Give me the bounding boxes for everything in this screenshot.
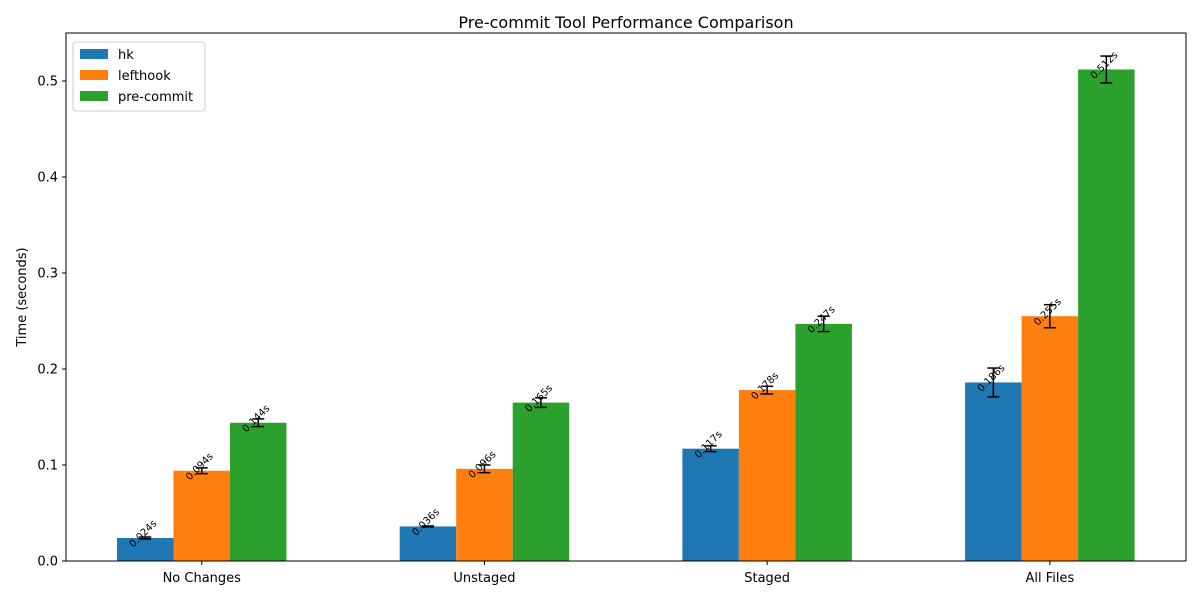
y-tick-label-3: 0.3	[37, 267, 58, 282]
x-tick-label-2: Staged	[744, 571, 790, 586]
legend-label-hk: hk	[118, 48, 134, 63]
bar-hk-3	[965, 382, 1022, 561]
bar-pre-commit-1	[512, 402, 570, 561]
bar-pre-commit-0	[230, 422, 287, 561]
error-bars-layer	[139, 55, 1113, 540]
y-tick-label-1: 0.1	[37, 459, 58, 474]
legend: hk lefthook pre-commit	[72, 41, 206, 112]
bar-lefthook-3	[1021, 316, 1079, 561]
legend-swatch-hk	[80, 49, 108, 59]
x-tick-label-0: No Changes	[163, 571, 242, 586]
x-tick-label-1: Unstaged	[453, 571, 515, 586]
legend-swatch-pre-commit	[80, 91, 108, 101]
bar-pre-commit-2	[795, 323, 852, 561]
legend-swatch-lefthook	[80, 70, 108, 80]
bar-hk-2	[682, 448, 739, 561]
y-axis-label: Time (seconds)	[15, 247, 30, 347]
x-axis: No Changes Unstaged Staged All Files	[163, 561, 1074, 586]
chart-title: Pre-commit Tool Performance Comparison	[458, 13, 793, 32]
y-tick-label-2: 0.2	[37, 363, 58, 378]
bar-lefthook-0	[173, 470, 230, 561]
y-tick-label-0: 0.0	[37, 555, 58, 570]
bar-hk-0	[117, 537, 174, 561]
y-tick-label-4: 0.4	[37, 171, 58, 186]
x-tick-label-3: All Files	[1025, 571, 1074, 586]
bars-layer	[117, 69, 1135, 561]
legend-label-lefthook: lefthook	[118, 69, 171, 84]
plot-frame	[65, 32, 1187, 562]
bar-lefthook-1	[456, 468, 513, 561]
y-axis: 0.0 0.1 0.2 0.3 0.4 0.5	[37, 75, 66, 570]
legend-label-pre-commit: pre-commit	[118, 90, 193, 105]
bar-pre-commit-3	[1078, 69, 1135, 561]
bar-lefthook-2	[738, 390, 796, 561]
bar-hk-1	[399, 526, 457, 561]
y-tick-label-5: 0.5	[37, 75, 58, 90]
